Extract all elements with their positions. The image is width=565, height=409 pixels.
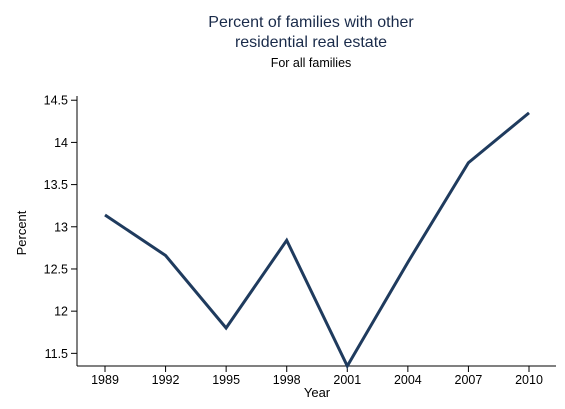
chart-subtitle: For all families	[271, 56, 352, 70]
x-tick-label: 2004	[394, 373, 422, 387]
chart-title-line-2: residential real estate	[235, 34, 387, 51]
y-axis-title: Percent	[14, 210, 29, 255]
chart-title: Percent of families with other residenti…	[208, 14, 414, 51]
y-tick-label: 14.5	[44, 94, 68, 108]
x-tick-label: 2007	[455, 373, 483, 387]
x-tick-label: 1998	[273, 373, 301, 387]
y-tick-label: 12.5	[44, 262, 68, 276]
y-tick-label: 13.5	[44, 178, 68, 192]
x-tick-label: 2010	[515, 373, 543, 387]
x-tick-label: 2001	[333, 373, 361, 387]
x-axis-title: Year	[304, 385, 331, 400]
y-tick-label: 11.5	[45, 347, 68, 361]
y-tick-label: 13	[54, 220, 68, 234]
chart-title-line-1: Percent of families with other	[208, 14, 414, 31]
x-tick-label: 1989	[91, 373, 119, 387]
x-tick-label: 1992	[152, 373, 180, 387]
series-line	[104, 111, 530, 370]
y-tick-label: 14	[54, 136, 68, 150]
plot-area: 11.5 12 12.5 13 13.5 14 14.5 1989 1992 1995 1998 20…	[44, 94, 556, 387]
x-tick-label: 1995	[212, 373, 240, 387]
y-tick-label: 12	[54, 305, 68, 319]
